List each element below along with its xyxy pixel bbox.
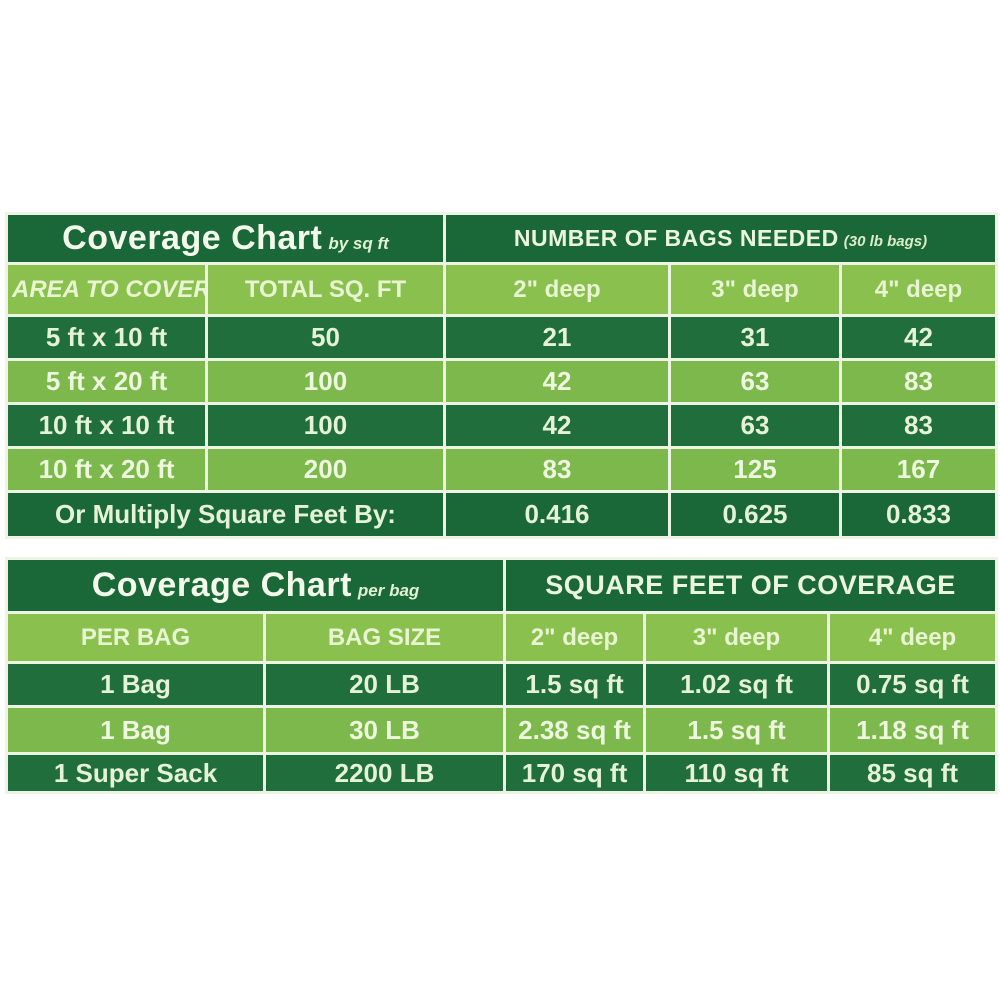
table2-title-cell: Coverage Chart per bag xyxy=(4,557,507,614)
table2-section-header-cell: SQUARE FEET OF COVERAGE xyxy=(503,557,999,614)
table-cell: 83 xyxy=(443,446,671,493)
table-cell: 100 xyxy=(205,358,446,405)
column-header-4in-deep: 4" deep xyxy=(839,262,998,317)
table-cell: 42 xyxy=(839,314,998,361)
table-cell: 100 xyxy=(205,402,446,449)
table-cell: 42 xyxy=(443,402,671,449)
table-cell: 1.18 sq ft xyxy=(827,705,999,755)
table-cell: 1.5 sq ft xyxy=(503,661,647,708)
table-cell: 83 xyxy=(839,358,998,405)
column-header-3in-deep: 3" deep xyxy=(668,262,842,317)
table-title-row: Coverage Chart by sq ft NUMBER OF BAGS NE… xyxy=(5,212,998,265)
table-cell: 1 Super Sack xyxy=(5,752,266,794)
column-header-row: AREA TO COVER TOTAL SQ. FT 2" deep 3" de… xyxy=(5,262,998,317)
table-cell: 0.75 sq ft xyxy=(827,661,999,708)
table2-title: Coverage Chart xyxy=(91,566,352,604)
table1-section-header-suffix: (30 lb bags) xyxy=(843,233,928,250)
column-header-2in-deep: 2" deep xyxy=(443,262,671,317)
table-cell: 1.5 sq ft xyxy=(643,705,831,755)
table-cell: 30 LB xyxy=(262,705,507,755)
table-cell: 1 Bag xyxy=(5,661,266,708)
table1-title-cell: Coverage Chart by sq ft xyxy=(5,212,446,265)
column-header-total-sqft: TOTAL SQ. FT xyxy=(205,262,446,317)
table-row: 5 ft x 20 ft 100 42 63 83 xyxy=(5,358,998,405)
table-cell: 10 ft x 20 ft xyxy=(5,446,208,493)
table-title-row: Coverage Chart per bag SQUARE FEET OF COV… xyxy=(4,557,999,614)
table-cell: 21 xyxy=(443,314,671,361)
table-cell: 83 xyxy=(839,402,998,449)
table-cell: 63 xyxy=(668,358,842,405)
footer-value: 0.625 xyxy=(668,490,842,539)
table-cell: 2.38 sq ft xyxy=(503,705,647,755)
table-cell: 85 sq ft xyxy=(827,752,999,794)
table-cell: 10 ft x 10 ft xyxy=(5,402,208,449)
table-footer-row: Or Multiply Square Feet By: 0.416 0.625 … xyxy=(5,490,998,539)
table1-title-suffix: by sq ft xyxy=(328,234,389,253)
table-cell: 5 ft x 10 ft xyxy=(5,314,208,361)
table1-section-header-cell: NUMBER OF BAGS NEEDED (30 lb bags) xyxy=(443,212,998,265)
table-cell: 125 xyxy=(668,446,842,493)
table2-section-header: SQUARE FEET OF COVERAGE xyxy=(545,570,956,600)
table1-section-header: NUMBER OF BAGS NEEDED xyxy=(513,225,839,251)
table-cell: 170 sq ft xyxy=(503,752,647,794)
table-row: 10 ft x 10 ft 100 42 63 83 xyxy=(5,402,998,449)
coverage-per-bag-table: Coverage Chart per bag SQUARE FEET OF COV… xyxy=(4,557,999,794)
table-cell: 1.02 sq ft xyxy=(643,661,831,708)
table-cell: 20 LB xyxy=(262,661,507,708)
column-header-2in-deep: 2" deep xyxy=(503,611,647,664)
table-cell: 50 xyxy=(205,314,446,361)
table-row: 1 Bag 20 LB 1.5 sq ft 1.02 sq ft 0.75 sq… xyxy=(5,661,999,708)
coverage-by-sqft-table: Coverage Chart by sq ft NUMBER OF BAGS NE… xyxy=(5,212,998,539)
table-cell: 42 xyxy=(443,358,671,405)
footer-label: Or Multiply Square Feet By: xyxy=(5,490,446,539)
footer-value: 0.416 xyxy=(443,490,671,539)
table-row: 10 ft x 20 ft 200 83 125 167 xyxy=(5,446,998,493)
table2-title-suffix: per bag xyxy=(357,581,420,600)
column-header-3in-deep: 3" deep xyxy=(643,611,831,664)
footer-value: 0.833 xyxy=(839,490,998,539)
column-header-4in-deep: 4" deep xyxy=(827,611,999,664)
column-header-bag-size: BAG SIZE xyxy=(262,611,507,664)
table-cell: 1 Bag xyxy=(5,705,266,755)
table-cell: 5 ft x 20 ft xyxy=(5,358,208,405)
table-cell: 110 sq ft xyxy=(643,752,831,794)
table-row: 1 Super Sack 2200 LB 170 sq ft 110 sq ft… xyxy=(5,752,999,794)
table-cell: 2200 LB xyxy=(262,752,507,794)
table-cell: 167 xyxy=(839,446,998,493)
column-header-per-bag: PER BAG xyxy=(5,611,266,664)
table-row: 1 Bag 30 LB 2.38 sq ft 1.5 sq ft 1.18 sq… xyxy=(5,705,999,755)
table1-title: Coverage Chart xyxy=(62,219,323,257)
table-row: 5 ft x 10 ft 50 21 31 42 xyxy=(5,314,998,361)
column-header-area: AREA TO COVER xyxy=(5,262,208,317)
column-header-row: PER BAG BAG SIZE 2" deep 3" deep 4" deep xyxy=(5,611,999,664)
table-cell: 63 xyxy=(668,402,842,449)
table-cell: 31 xyxy=(668,314,842,361)
table-cell: 200 xyxy=(205,446,446,493)
